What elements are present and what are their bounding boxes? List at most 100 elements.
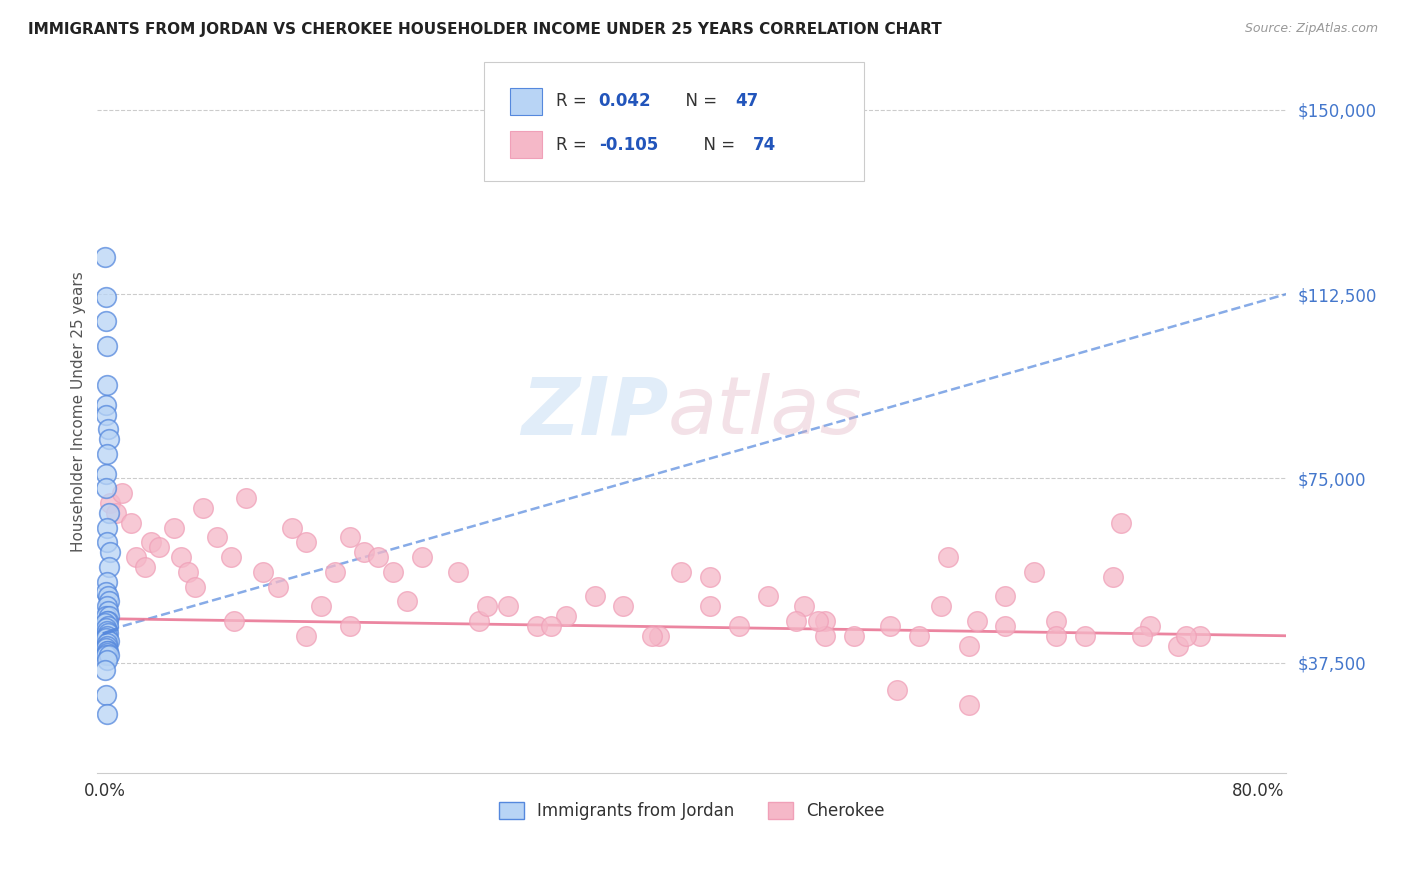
Y-axis label: Householder Income Under 25 years: Householder Income Under 25 years [72, 272, 86, 552]
Point [669, 565, 692, 579]
Point [97, 604, 120, 618]
Point [191, 500, 214, 515]
Point [396, 594, 419, 608]
Point [98, 545, 121, 559]
Text: 47: 47 [735, 92, 759, 111]
Point [96, 520, 118, 534]
Point [97, 594, 120, 608]
Point [97, 506, 120, 520]
Point [699, 570, 721, 584]
Point [96, 639, 118, 653]
Point [648, 629, 671, 643]
Point [879, 619, 901, 633]
Point [323, 565, 346, 579]
Point [957, 698, 980, 712]
Point [105, 506, 128, 520]
Point [94, 408, 117, 422]
Point [97, 432, 120, 446]
Point [96, 378, 118, 392]
Point [583, 590, 606, 604]
Point [1130, 629, 1153, 643]
Point [97, 626, 120, 640]
Point [235, 491, 257, 505]
Point [908, 629, 931, 643]
Point [526, 619, 548, 633]
Point [1024, 565, 1046, 579]
FancyBboxPatch shape [484, 62, 865, 181]
Point [96, 614, 118, 628]
Text: -0.105: -0.105 [599, 136, 658, 153]
Point [98, 496, 121, 510]
Point [120, 516, 142, 530]
Point [1045, 614, 1067, 628]
Text: IMMIGRANTS FROM JORDAN VS CHEROKEE HOUSEHOLDER INCOME UNDER 25 YEARS CORRELATION: IMMIGRANTS FROM JORDAN VS CHEROKEE HOUSE… [28, 22, 942, 37]
Point [1188, 629, 1211, 643]
Point [929, 599, 952, 614]
Point [309, 599, 332, 614]
Point [381, 565, 404, 579]
Point [97, 633, 120, 648]
Point [94, 621, 117, 635]
Point [641, 629, 664, 643]
Point [1174, 629, 1197, 643]
Point [97, 609, 120, 624]
Point [97, 614, 120, 628]
Point [96, 643, 118, 657]
Point [785, 614, 807, 628]
Point [134, 560, 156, 574]
Point [94, 609, 117, 624]
Point [97, 648, 120, 663]
Point [411, 550, 433, 565]
Point [94, 584, 117, 599]
Text: atlas: atlas [668, 373, 863, 451]
Point [94, 631, 117, 645]
Point [496, 599, 519, 614]
Point [252, 565, 274, 579]
Point [295, 629, 318, 643]
Point [148, 541, 170, 555]
Point [96, 467, 118, 481]
Point [96, 599, 118, 614]
Point [94, 663, 117, 677]
Point [994, 619, 1017, 633]
Point [96, 624, 118, 638]
Text: R =: R = [555, 92, 592, 111]
Point [94, 314, 117, 328]
Point [1073, 629, 1095, 643]
Point [96, 574, 118, 589]
Point [266, 580, 288, 594]
Point [807, 614, 830, 628]
Text: Source: ZipAtlas.com: Source: ZipAtlas.com [1244, 22, 1378, 36]
Point [281, 520, 304, 534]
Point [1102, 570, 1125, 584]
Point [96, 707, 118, 722]
Point [163, 520, 186, 534]
Point [339, 619, 361, 633]
Point [96, 636, 118, 650]
Point [295, 535, 318, 549]
Point [94, 688, 117, 702]
Point [1109, 516, 1132, 530]
Point [727, 619, 749, 633]
Point [612, 599, 634, 614]
Point [814, 614, 837, 628]
Point [1139, 619, 1161, 633]
Point [475, 599, 498, 614]
Point [886, 682, 908, 697]
Point [814, 629, 837, 643]
Point [97, 619, 120, 633]
Text: N =: N = [693, 136, 740, 153]
Point [96, 447, 118, 461]
Point [468, 614, 491, 628]
Point [842, 629, 865, 643]
Text: N =: N = [675, 92, 723, 111]
Point [205, 531, 228, 545]
Point [936, 550, 959, 565]
Point [699, 599, 721, 614]
Point [221, 550, 243, 565]
Point [96, 535, 118, 549]
Text: R =: R = [555, 136, 592, 153]
Point [224, 614, 246, 628]
Point [540, 619, 562, 633]
Point [94, 250, 117, 264]
